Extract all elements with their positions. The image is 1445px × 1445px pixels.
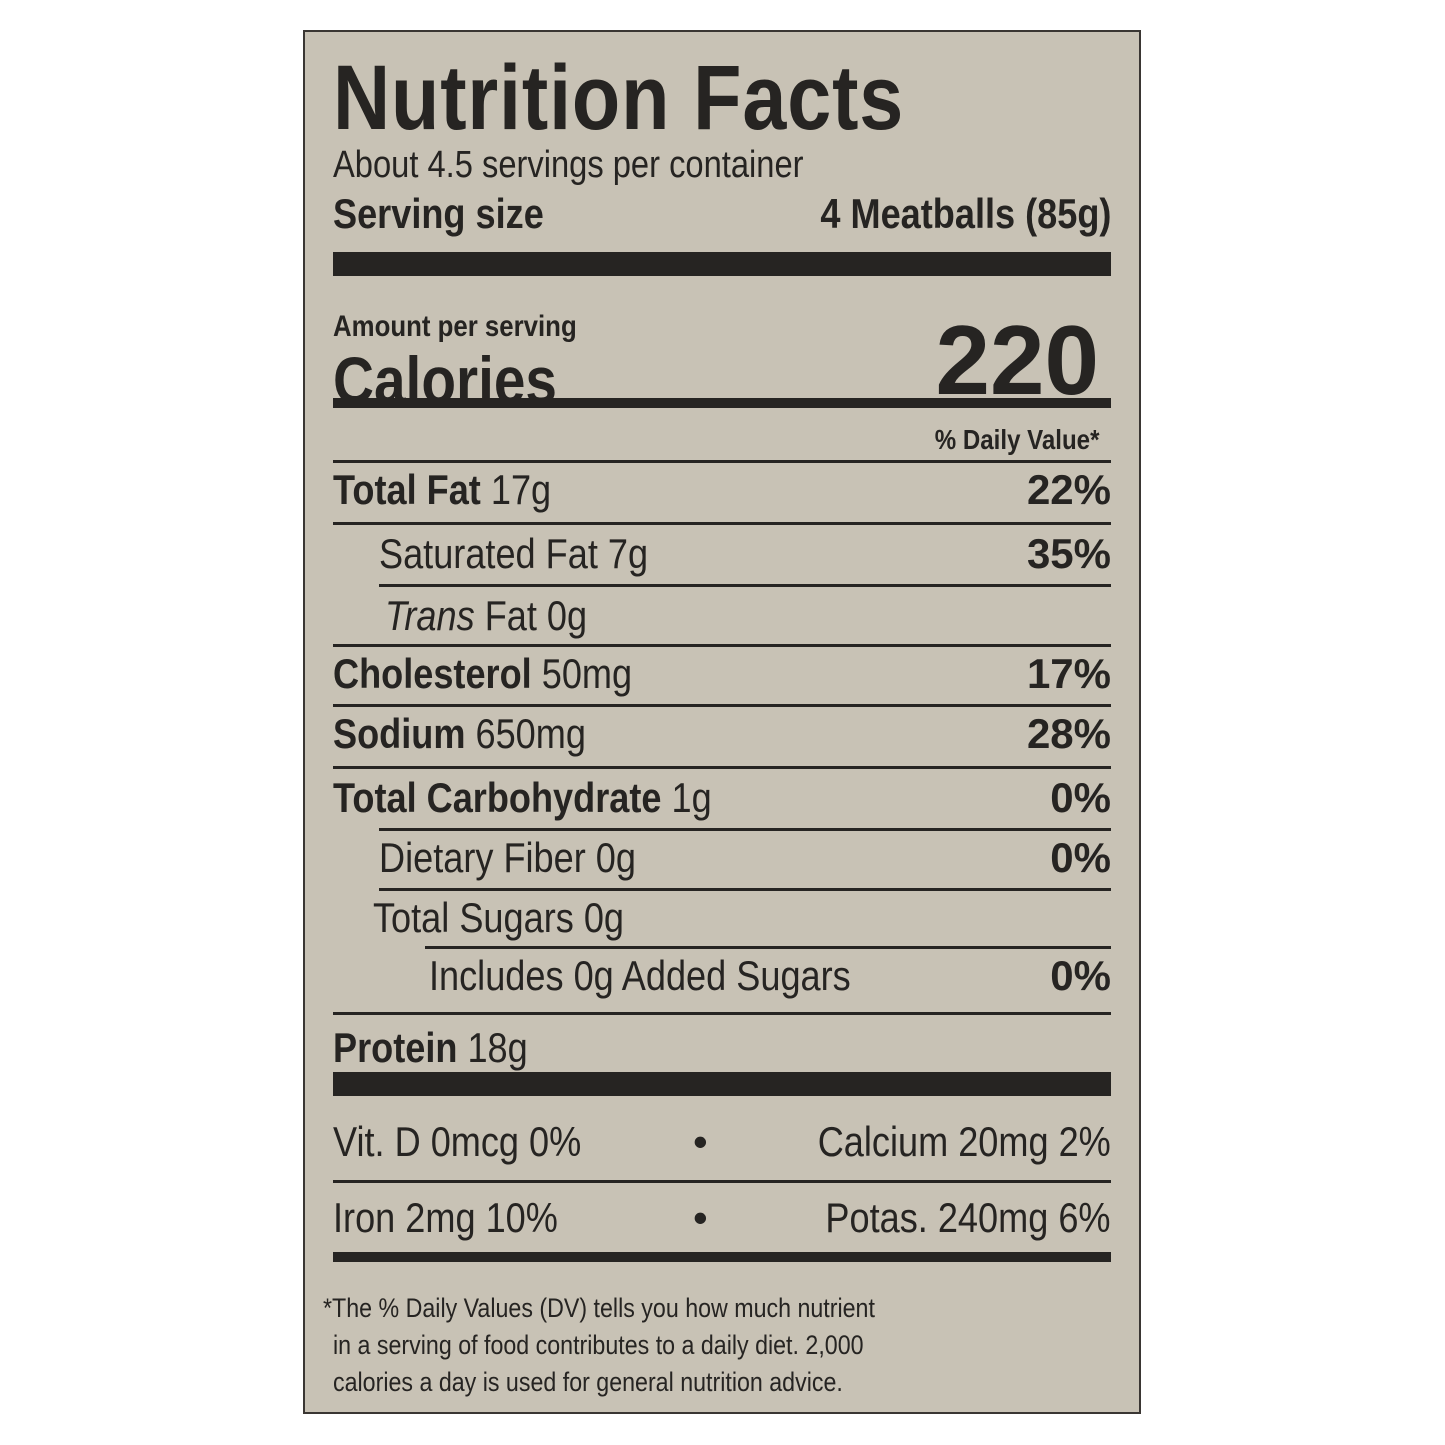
divider <box>333 1012 1111 1015</box>
divider <box>379 888 1111 891</box>
divider <box>333 704 1111 707</box>
bullet: • <box>693 1194 708 1241</box>
amount-per-serving: Amount per serving <box>333 310 577 343</box>
nutrient-row-sodium: Sodium 650mg 28% <box>333 710 1111 757</box>
label-title: Nutrition Facts <box>333 47 905 149</box>
calories-value: 220 <box>935 305 1099 415</box>
servings-per-container: About 4.5 servings per container <box>333 144 804 186</box>
thick-divider <box>333 1072 1111 1096</box>
nutrient-row-cholesterol: Cholesterol 50mg 17% <box>333 650 1111 697</box>
nutrient-row-protein: Protein 18g <box>333 1024 528 1071</box>
micros-row-2: Iron 2mg 10% • Potas. 240mg 6% <box>333 1194 1111 1241</box>
medium-divider <box>333 398 1111 408</box>
nutrient-row-dietary-fiber: Dietary Fiber 0g 0% <box>379 834 1111 881</box>
divider <box>333 1180 1111 1183</box>
nutrient-row-trans-fat: Trans Fat 0g <box>385 592 588 639</box>
nutrient-row-total-fat: Total Fat 17g 22% <box>333 466 1111 513</box>
serving-size-value: 4 Meatballs (85g) <box>819 190 1111 237</box>
divider <box>379 584 1111 587</box>
bullet: • <box>693 1118 708 1165</box>
footnote: *The % Daily Values (DV) tells you how m… <box>323 1293 875 1397</box>
thick-divider <box>333 252 1111 276</box>
nutrition-facts-label: Nutrition Facts About 4.5 servings per c… <box>303 30 1141 1414</box>
divider <box>379 828 1111 831</box>
divider <box>333 522 1111 525</box>
divider <box>425 946 1111 949</box>
nutrient-row-total-sugars: Total Sugars 0g <box>373 894 624 941</box>
daily-value-header: % Daily Value* <box>934 424 1099 455</box>
medium-divider <box>333 1252 1111 1262</box>
divider <box>333 460 1111 463</box>
nutrient-row-saturated-fat: Saturated Fat 7g 35% <box>379 530 1111 577</box>
nutrient-row-added-sugars: Includes 0g Added Sugars 0% <box>429 952 1111 999</box>
nutrient-row-total-carbohydrate: Total Carbohydrate 1g 0% <box>333 774 1111 821</box>
divider <box>333 766 1111 769</box>
micros-row-1: Vit. D 0mcg 0% • Calcium 20mg 2% <box>333 1118 1111 1165</box>
divider <box>333 644 1111 647</box>
serving-size-label: Serving size <box>333 190 544 237</box>
